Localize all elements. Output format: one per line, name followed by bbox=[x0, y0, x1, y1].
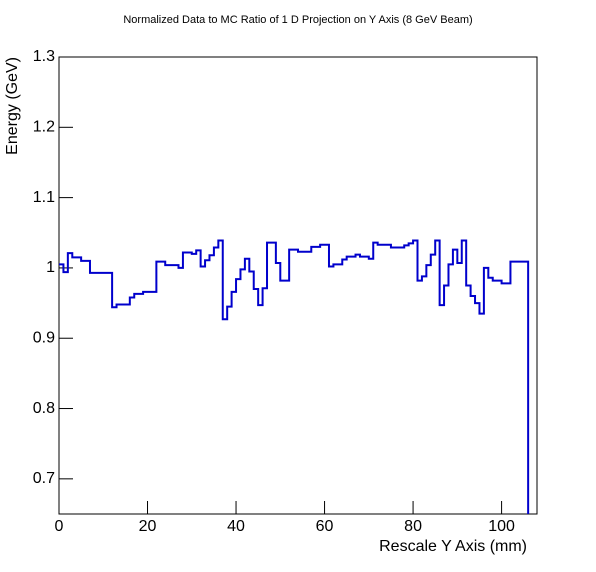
y-tick-label: 1.2 bbox=[33, 119, 55, 136]
y-tick-label: 1 bbox=[46, 259, 55, 276]
y-tick-label: 0.7 bbox=[33, 470, 55, 487]
x-tick-label: 60 bbox=[316, 518, 334, 535]
histogram-line bbox=[59, 239, 530, 514]
histogram bbox=[59, 239, 530, 514]
y-tick-label: 0.9 bbox=[33, 329, 55, 346]
y-axis-label: Energy (GeV) bbox=[4, 57, 21, 155]
x-tick-label: 40 bbox=[227, 518, 245, 535]
x-tick-label: 100 bbox=[488, 518, 515, 535]
x-tick-label: 0 bbox=[55, 518, 64, 535]
plot-frame bbox=[58, 56, 538, 515]
x-axis-label: Rescale Y Axis (mm) bbox=[379, 538, 527, 555]
x-tick-label: 20 bbox=[139, 518, 157, 535]
y-tick-label: 1.3 bbox=[33, 48, 55, 65]
y-tick-label: 0.8 bbox=[33, 400, 55, 417]
x-tick-label: 80 bbox=[404, 518, 422, 535]
y-tick-label: 1.1 bbox=[33, 189, 55, 206]
chart-title: Normalized Data to MC Ratio of 1 D Proje… bbox=[123, 14, 472, 26]
